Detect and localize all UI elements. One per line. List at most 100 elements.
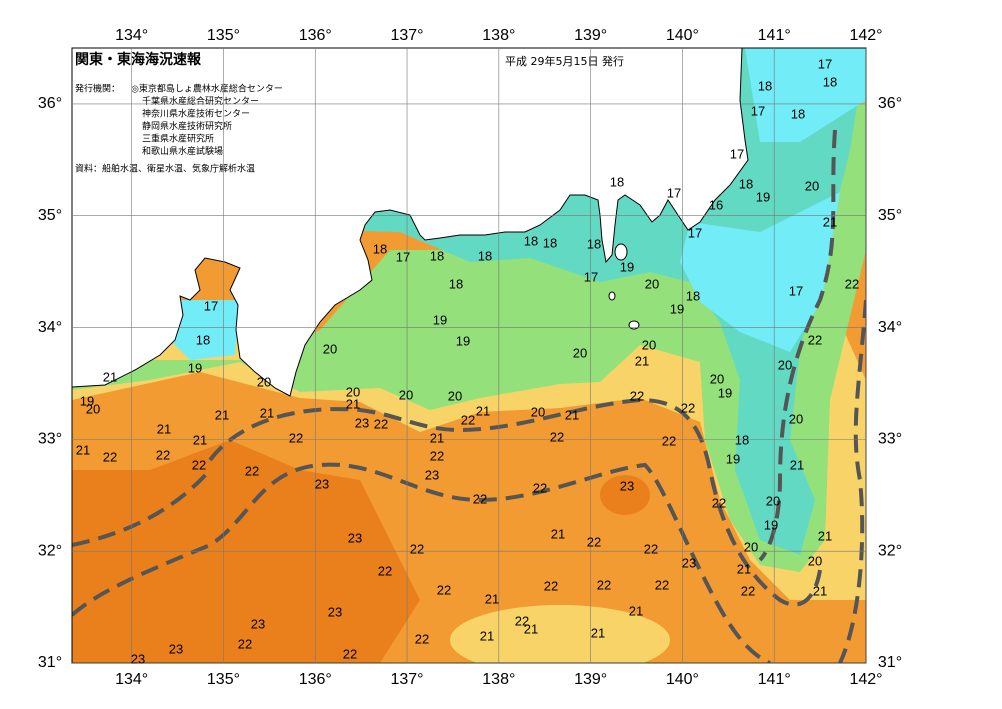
isotherm-label: 17 <box>396 249 410 264</box>
lat-label: 36° <box>878 95 902 112</box>
isotherm-label: 18 <box>610 174 624 189</box>
isotherm-label: 17 <box>204 298 218 313</box>
isotherm-label: 22 <box>461 412 475 427</box>
lon-label: 139° <box>574 671 607 688</box>
isotherm-label: 22 <box>245 463 259 478</box>
isotherm-label: 22 <box>808 332 822 347</box>
isotherm-label: 17 <box>688 225 702 240</box>
title: 関東・東海海況速報 <box>75 51 202 68</box>
isotherm-label: 18 <box>478 248 492 263</box>
isotherm-label: 23 <box>328 604 342 619</box>
isotherm-label: 22 <box>845 276 859 291</box>
island <box>608 291 616 301</box>
isotherm-label: 17 <box>584 269 598 284</box>
isotherm-label: 18 <box>373 241 387 256</box>
publisher: 和歌山県水産試験場 <box>142 145 223 157</box>
isotherm-label: 23 <box>131 651 145 666</box>
isotherm-label: 21 <box>818 528 832 543</box>
island <box>628 320 640 330</box>
lon-label: 138° <box>482 671 515 688</box>
sources: 資料：船舶水温、衛星水温、気象庁解析水温 <box>75 163 255 175</box>
isotherm-label: 20 <box>766 493 780 508</box>
isotherm-label: 23 <box>251 616 265 631</box>
isotherm-label: 18 <box>758 78 772 93</box>
zone-19 <box>72 48 866 572</box>
lon-label: 135° <box>207 671 240 688</box>
isotherm-label: 21 <box>551 526 565 541</box>
isotherm-label: 21 <box>565 407 579 422</box>
issue-date: 平成 29年5月15日 発行 <box>505 54 624 68</box>
isotherm-label: 20 <box>645 276 659 291</box>
isotherm-label: 20 <box>710 371 724 386</box>
isotherm-label: 20 <box>642 337 656 352</box>
zone-17 <box>680 192 840 352</box>
isotherm-label: 22 <box>156 447 170 462</box>
isotherm-label: 22 <box>630 388 644 403</box>
lon-label: 142° <box>849 671 882 688</box>
isotherm-label: 20 <box>808 553 822 568</box>
isotherm-label: 21 <box>790 457 804 472</box>
isotherm-label: 22 <box>655 577 669 592</box>
isotherm-label: 21 <box>193 432 207 447</box>
isotherm-label: 22 <box>644 541 658 556</box>
isotherm-label: 23 <box>620 478 634 493</box>
isotherm-label: 22 <box>681 400 695 415</box>
isotherm-label: 20 <box>257 374 271 389</box>
isotherm-label: 22 <box>289 430 303 445</box>
lat-label: 31° <box>878 654 902 671</box>
isotherm-label: 22 <box>430 448 444 463</box>
isotherm-label: 18 <box>196 332 210 347</box>
isotherm-label: 20 <box>399 387 413 402</box>
zone-21 <box>450 605 670 663</box>
isotherm-label: 22 <box>741 583 755 598</box>
isotherm-label: 18 <box>587 236 601 251</box>
isotherm-label: 21 <box>103 369 117 384</box>
isotherm-label: 22 <box>374 416 388 431</box>
lon-label: 137° <box>390 27 423 44</box>
zone-23 <box>72 440 420 663</box>
land <box>72 48 749 397</box>
isotherm-label: 22 <box>378 563 392 578</box>
lon-label: 138° <box>482 27 515 44</box>
isotherm-label: 22 <box>550 429 564 444</box>
isotherm-label: 20 <box>744 539 758 554</box>
isotherm-label: 22 <box>238 636 252 651</box>
publisher: 千葉県水産総合研究センター <box>142 95 259 107</box>
lon-label: 139° <box>574 27 607 44</box>
isotherm-label: 20 <box>448 388 462 403</box>
lon-label: 136° <box>299 27 332 44</box>
isotherm-label: 21 <box>823 214 837 229</box>
zone-17 <box>745 48 866 142</box>
isotherm-label: 22 <box>662 433 676 448</box>
isotherm-label: 21 <box>524 621 538 636</box>
isotherm-label: 21 <box>346 396 360 411</box>
publisher: ◎東京都島しょ農林水産総合センター <box>131 83 283 95</box>
isotherm-label: 21 <box>476 403 490 418</box>
lat-label: 34° <box>878 319 902 336</box>
isotherm-label: 21 <box>215 407 229 422</box>
lon-label: 141° <box>758 27 791 44</box>
isotherm-label: 20 <box>805 178 819 193</box>
isotherm-label: 17 <box>667 185 681 200</box>
isotherm-label: 20 <box>346 384 360 399</box>
isotherm-label: 17 <box>789 283 803 298</box>
isotherm-label: 19 <box>726 451 740 466</box>
lat-label: 33° <box>38 431 62 448</box>
lon-label: 134° <box>115 671 148 688</box>
publisher: 三重県水産研究所 <box>142 133 214 145</box>
zone-23 <box>600 475 650 515</box>
dashed-line <box>208 397 822 607</box>
isotherm-label: 22 <box>515 613 529 628</box>
isotherm-label: 19 <box>764 517 778 532</box>
lat-label: 33° <box>878 431 902 448</box>
isotherm-label: 21 <box>813 583 827 598</box>
isotherm-label: 23 <box>425 467 439 482</box>
dashed-line <box>72 468 212 547</box>
temperature-zones <box>72 48 866 663</box>
isotherm-label: 22 <box>473 491 487 506</box>
isotherm-label: 19 <box>456 333 470 348</box>
isotherm-label: 18 <box>739 176 753 191</box>
lon-label: 140° <box>666 671 699 688</box>
